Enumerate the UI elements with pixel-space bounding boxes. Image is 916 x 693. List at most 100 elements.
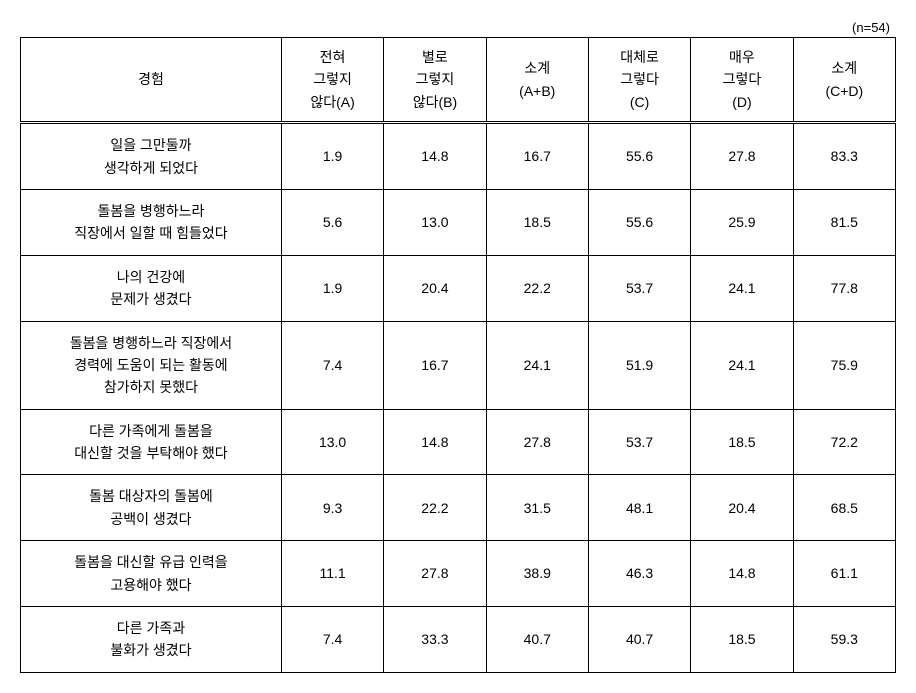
cell-d: 14.8: [691, 541, 793, 607]
row-label-line: 일을 그만둘까: [110, 137, 191, 153]
cell-d: 24.1: [691, 321, 793, 409]
cell-b: 33.3: [384, 607, 486, 673]
header-row: 경험 전혀 그렇지 않다(A) 별로 그렇지 않다(B) 소계 (A+B) 대체…: [21, 38, 896, 123]
row-label-line: 직장에서 일할 때 힘들었다: [74, 225, 227, 241]
header-text: 않다(B): [413, 94, 457, 110]
sample-size-note: (n=54): [20, 20, 896, 35]
header-text: 않다(A): [310, 94, 354, 110]
row-label-line: 돌봄 대상자의 돌봄에: [89, 488, 213, 504]
survey-table: 경험 전혀 그렇지 않다(A) 별로 그렇지 않다(B) 소계 (A+B) 대체…: [20, 37, 896, 673]
cell-b: 14.8: [384, 409, 486, 475]
header-text: 그렇지: [313, 71, 352, 87]
row-label-line: 경력에 도움이 되는 활동에: [74, 357, 227, 373]
cell-c: 51.9: [588, 321, 690, 409]
cell-c: 48.1: [588, 475, 690, 541]
header-text: 별로: [422, 49, 448, 65]
cell-c: 55.6: [588, 189, 690, 255]
row-label: 일을 그만둘까생각하게 되었다: [21, 123, 282, 190]
row-label-line: 돌봄을 대신할 유급 인력을: [74, 554, 227, 570]
header-col-b: 별로 그렇지 않다(B): [384, 38, 486, 123]
cell-b: 22.2: [384, 475, 486, 541]
header-col-d: 매우 그렇다 (D): [691, 38, 793, 123]
cell-cd: 61.1: [793, 541, 895, 607]
header-text: 그렇지: [416, 71, 455, 87]
header-text: (C+D): [825, 83, 863, 99]
header-text: 매우: [729, 49, 755, 65]
cell-cd: 81.5: [793, 189, 895, 255]
row-label-line: 대신할 것을 부탁해야 했다: [74, 445, 227, 461]
header-text: 전혀: [320, 49, 346, 65]
table-row: 돌봄을 병행하느라 직장에서경력에 도움이 되는 활동에참가하지 못했다7.41…: [21, 321, 896, 409]
cell-cd: 59.3: [793, 607, 895, 673]
row-label: 다른 가족에게 돌봄을대신할 것을 부탁해야 했다: [21, 409, 282, 475]
row-label-line: 고용해야 했다: [110, 577, 191, 593]
row-label-line: 돌봄을 병행하느라 직장에서: [70, 335, 232, 351]
cell-a: 7.4: [281, 321, 383, 409]
cell-d: 27.8: [691, 123, 793, 190]
row-label-line: 다른 가족과: [117, 620, 185, 636]
cell-a: 5.6: [281, 189, 383, 255]
table-row: 나의 건강에문제가 생겼다1.920.422.253.724.177.8: [21, 255, 896, 321]
table-row: 돌봄을 대신할 유급 인력을고용해야 했다11.127.838.946.314.…: [21, 541, 896, 607]
cell-b: 20.4: [384, 255, 486, 321]
table-body: 일을 그만둘까생각하게 되었다1.914.816.755.627.883.3돌봄…: [21, 123, 896, 673]
row-label: 돌봄을 병행하느라 직장에서경력에 도움이 되는 활동에참가하지 못했다: [21, 321, 282, 409]
cell-a: 13.0: [281, 409, 383, 475]
cell-cd: 75.9: [793, 321, 895, 409]
cell-d: 20.4: [691, 475, 793, 541]
header-col-ab: 소계 (A+B): [486, 38, 588, 123]
row-label: 돌봄을 병행하느라직장에서 일할 때 힘들었다: [21, 189, 282, 255]
cell-ab: 24.1: [486, 321, 588, 409]
header-text: (D): [732, 94, 751, 110]
row-label-line: 문제가 생겼다: [110, 291, 191, 307]
table-container: (n=54) 경험 전혀 그렇지 않다(A) 별로 그렇지 않다(B) 소계 (…: [20, 20, 896, 673]
table-header: 경험 전혀 그렇지 않다(A) 별로 그렇지 않다(B) 소계 (A+B) 대체…: [21, 38, 896, 123]
header-text: (A+B): [519, 83, 555, 99]
row-label-line: 나의 건강에: [117, 269, 185, 285]
cell-c: 53.7: [588, 409, 690, 475]
header-text: (C): [630, 94, 649, 110]
cell-c: 53.7: [588, 255, 690, 321]
cell-ab: 16.7: [486, 123, 588, 190]
cell-a: 7.4: [281, 607, 383, 673]
cell-b: 27.8: [384, 541, 486, 607]
header-col-a: 전혀 그렇지 않다(A): [281, 38, 383, 123]
cell-d: 18.5: [691, 409, 793, 475]
cell-d: 18.5: [691, 607, 793, 673]
cell-a: 1.9: [281, 255, 383, 321]
header-text: 그렇다: [723, 71, 762, 87]
cell-a: 9.3: [281, 475, 383, 541]
row-label: 돌봄을 대신할 유급 인력을고용해야 했다: [21, 541, 282, 607]
cell-cd: 68.5: [793, 475, 895, 541]
cell-d: 25.9: [691, 189, 793, 255]
cell-ab: 40.7: [486, 607, 588, 673]
row-label-line: 불화가 생겼다: [110, 642, 191, 658]
row-label-line: 다른 가족에게 돌봄을: [89, 423, 213, 439]
header-col-c: 대체로 그렇다 (C): [588, 38, 690, 123]
table-row: 다른 가족에게 돌봄을대신할 것을 부탁해야 했다13.014.827.853.…: [21, 409, 896, 475]
cell-b: 14.8: [384, 123, 486, 190]
cell-cd: 72.2: [793, 409, 895, 475]
table-row: 일을 그만둘까생각하게 되었다1.914.816.755.627.883.3: [21, 123, 896, 190]
cell-a: 1.9: [281, 123, 383, 190]
row-label: 나의 건강에문제가 생겼다: [21, 255, 282, 321]
row-label: 다른 가족과불화가 생겼다: [21, 607, 282, 673]
cell-ab: 31.5: [486, 475, 588, 541]
cell-ab: 22.2: [486, 255, 588, 321]
cell-cd: 83.3: [793, 123, 895, 190]
header-text: 소계: [831, 60, 857, 76]
header-col-cd: 소계 (C+D): [793, 38, 895, 123]
cell-b: 16.7: [384, 321, 486, 409]
cell-ab: 18.5: [486, 189, 588, 255]
row-label: 돌봄 대상자의 돌봄에공백이 생겼다: [21, 475, 282, 541]
cell-c: 46.3: [588, 541, 690, 607]
row-label-line: 돌봄을 병행하느라: [97, 203, 204, 219]
row-label-line: 공백이 생겼다: [110, 511, 191, 527]
cell-ab: 38.9: [486, 541, 588, 607]
cell-c: 40.7: [588, 607, 690, 673]
header-text: 소계: [524, 60, 550, 76]
cell-cd: 77.8: [793, 255, 895, 321]
cell-ab: 27.8: [486, 409, 588, 475]
cell-a: 11.1: [281, 541, 383, 607]
table-row: 돌봄 대상자의 돌봄에공백이 생겼다9.322.231.548.120.468.…: [21, 475, 896, 541]
